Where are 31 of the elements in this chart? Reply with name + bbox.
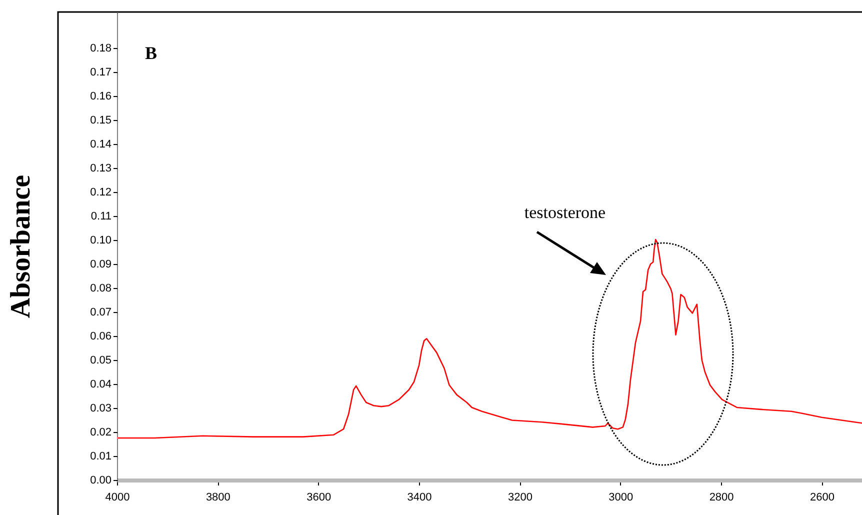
y-tick-label: 0.04: [90, 378, 112, 390]
y-tick-label: 0.11: [90, 210, 112, 222]
line-series: [117, 238, 862, 439]
y-tick-label: 0.00: [90, 474, 112, 486]
y-tick-label: 0.07: [90, 306, 112, 318]
x-tick-label: 2800: [709, 492, 734, 504]
y-tick-label: 0.15: [90, 114, 112, 126]
annotation: testosterone: [524, 203, 606, 222]
y-tick-label: 0.12: [90, 186, 112, 198]
x-tick-label: 2600: [810, 492, 834, 504]
annotation: B: [145, 43, 158, 63]
x-tick-label: 3000: [608, 492, 634, 504]
y-tick-label: 0.09: [90, 258, 112, 270]
x-tick-label: 3800: [206, 492, 230, 504]
y-tick-label: 0.05: [90, 354, 112, 366]
y-axis-title: Absorbance: [6, 174, 36, 318]
x-tick-label: 4000: [105, 492, 130, 504]
y-tick-label: 0.13: [90, 162, 112, 174]
y-tick-label: 0.06: [90, 330, 112, 342]
y-tick-label: 0.18: [90, 42, 112, 54]
x-tick-label: 3600: [306, 492, 332, 504]
y-tick-label: 0.01: [90, 450, 112, 462]
y-tick-label: 0.08: [90, 282, 112, 294]
x-tick-label: 3400: [407, 492, 432, 504]
y-tick-label: 0.03: [90, 402, 112, 414]
y-tick-label: 0.10: [90, 234, 112, 246]
y-tick-label: 0.16: [90, 90, 112, 102]
y-tick-label: 0.14: [90, 138, 112, 150]
y-tick-label: 0.02: [90, 426, 112, 438]
y-tick-label: 0.17: [90, 66, 112, 78]
x-tick-label: 3200: [508, 492, 532, 504]
